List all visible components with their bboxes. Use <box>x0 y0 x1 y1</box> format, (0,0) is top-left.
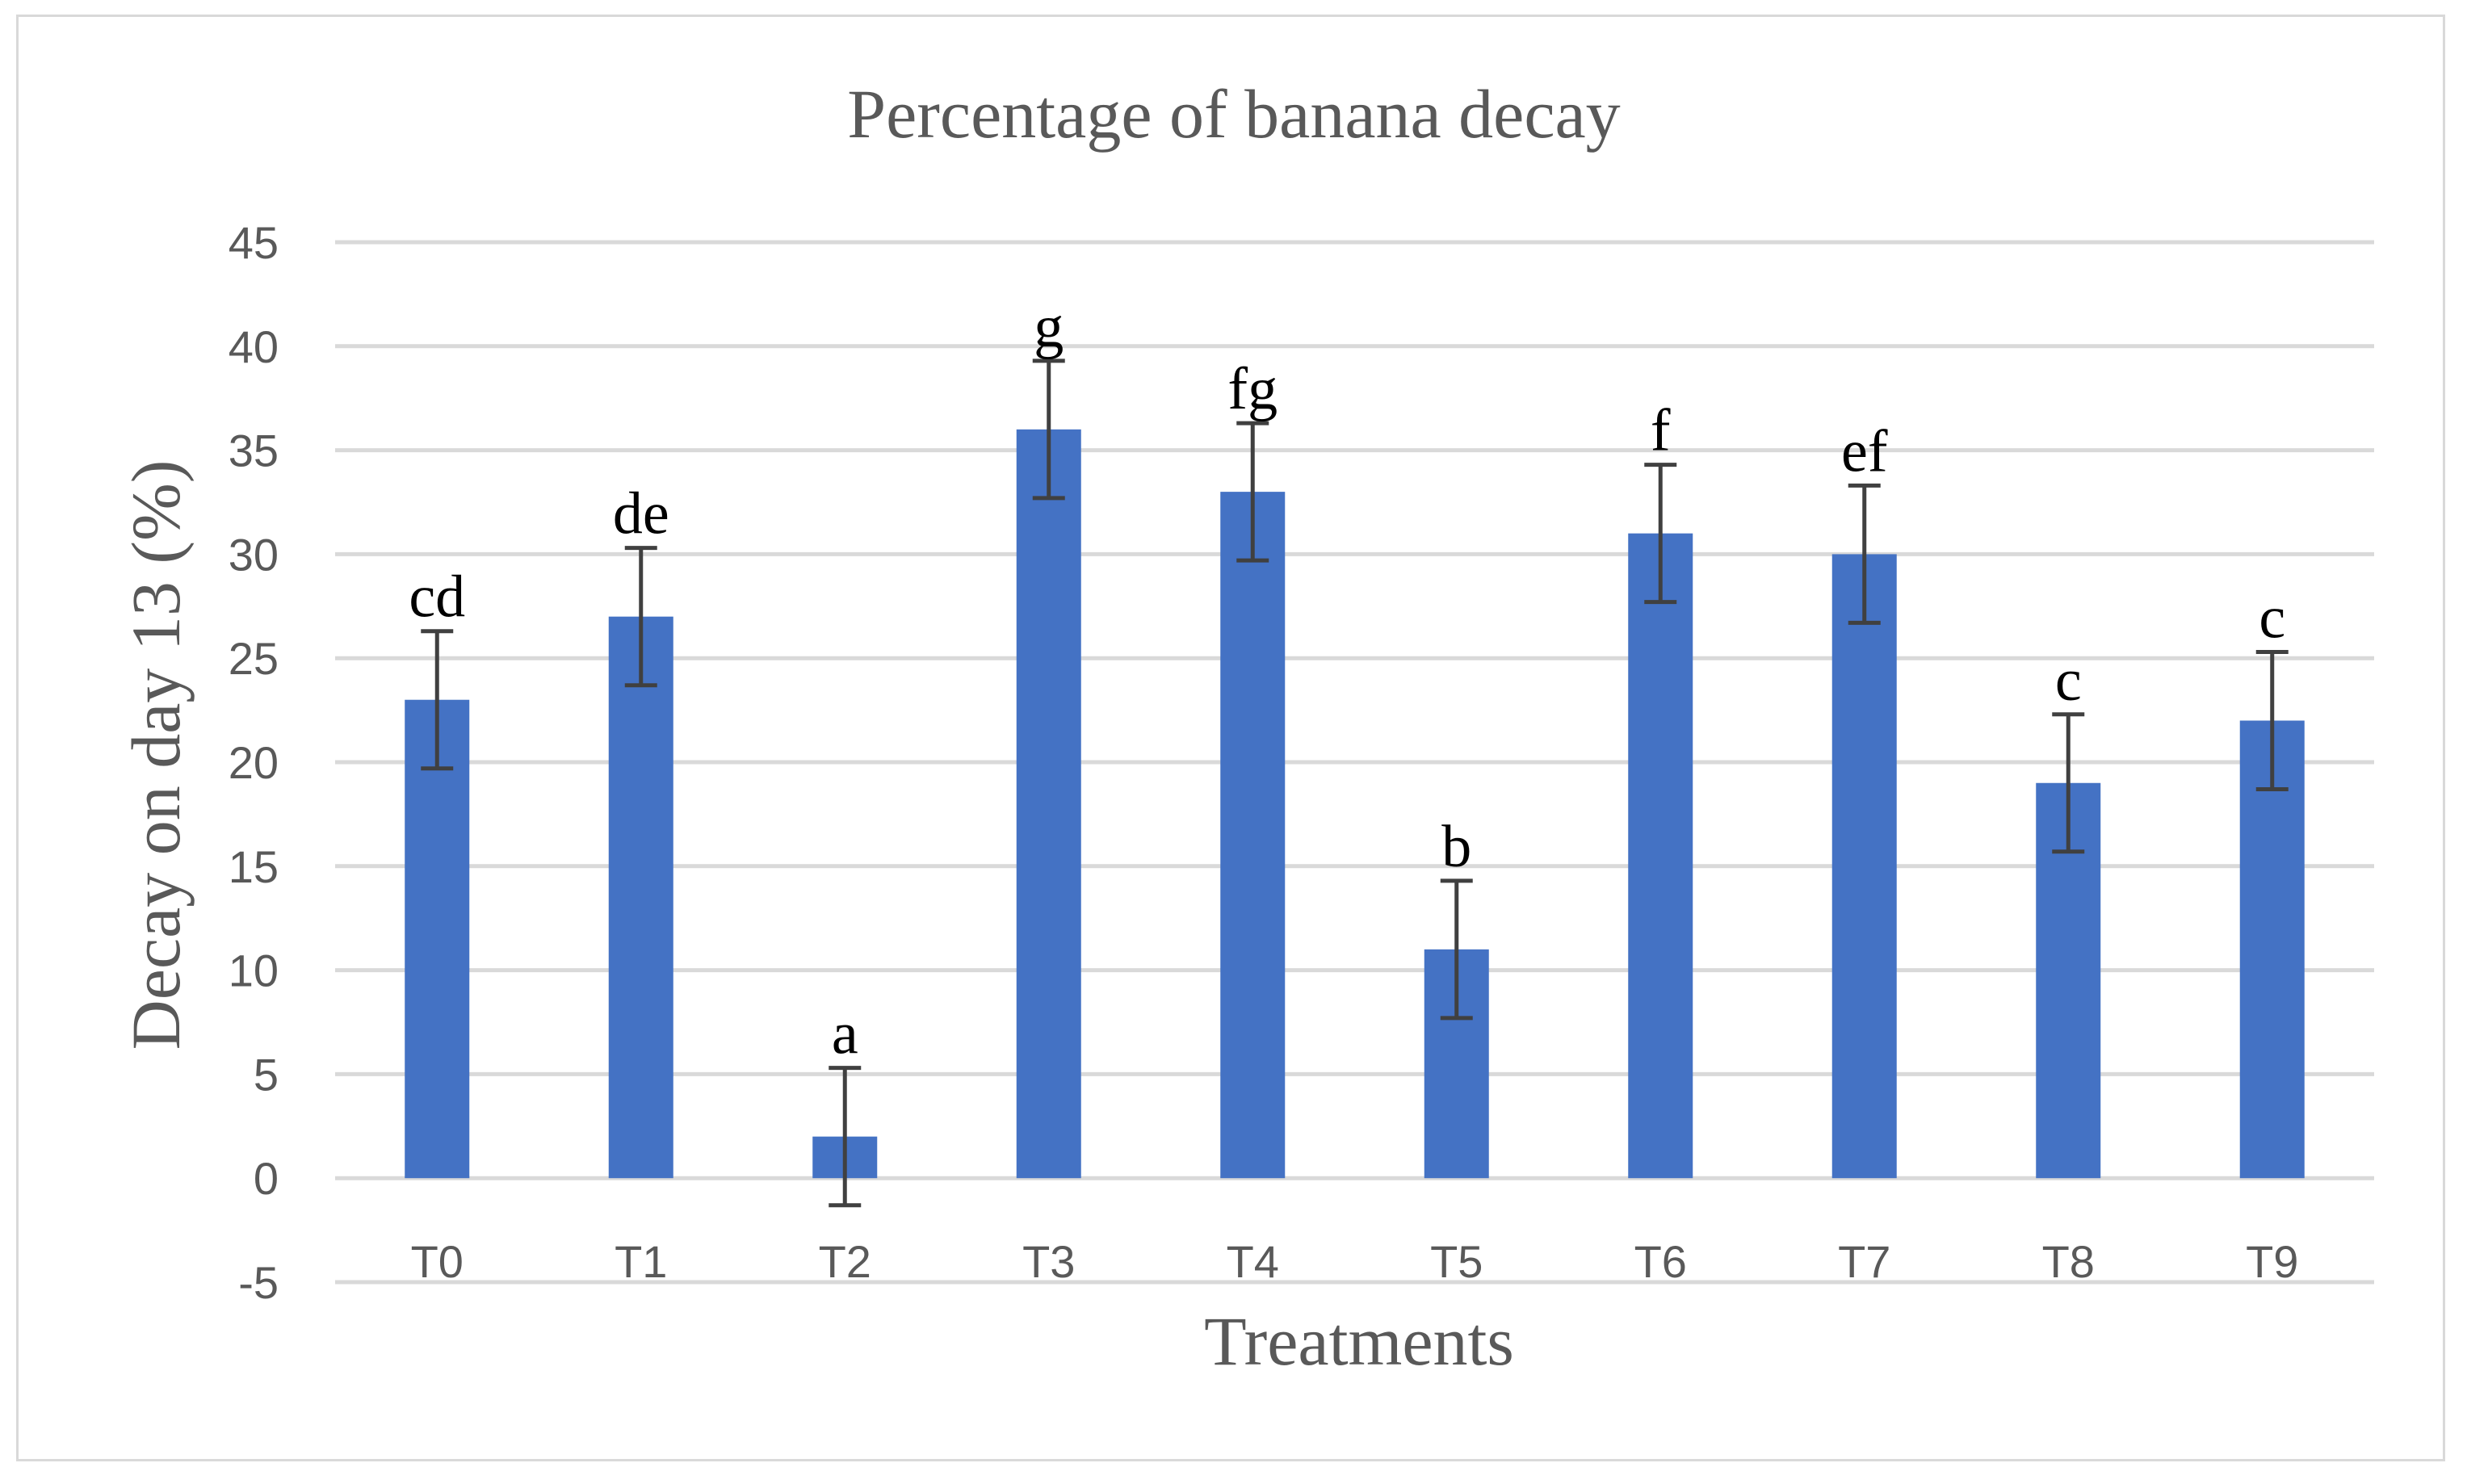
y-tick-label: 10 <box>229 945 279 996</box>
bar <box>2239 720 2305 1179</box>
x-tick-label: T5 <box>1430 1236 1483 1287</box>
x-axis-ticks: T0 T1 T2 T3 T4 T5 T6 T7 T8 T9 <box>411 1236 2299 1287</box>
x-tick-label: T0 <box>411 1236 464 1287</box>
significance-letter: fg <box>1227 356 1278 422</box>
bar <box>1220 492 1286 1179</box>
y-tick-label: 0 <box>254 1153 279 1204</box>
y-tick-label: 45 <box>229 217 279 268</box>
chart-title: Percentage of banana decay <box>847 75 1620 153</box>
bar <box>1628 533 1693 1179</box>
significance-letter: g <box>1034 294 1064 360</box>
x-tick-label: T8 <box>2042 1236 2095 1287</box>
x-axis-title: Treatments <box>1204 1302 1514 1380</box>
significance-letter: ef <box>1841 418 1888 484</box>
x-tick-label: T6 <box>1634 1236 1687 1287</box>
y-tick-label: 35 <box>229 425 279 476</box>
y-axis-ticks: -5 0 5 10 15 20 25 30 35 40 45 <box>229 217 279 1308</box>
significance-letter: c <box>2055 648 2082 714</box>
y-tick-label: 5 <box>254 1049 279 1100</box>
bars <box>405 429 2305 1179</box>
y-tick-label: 30 <box>229 529 279 580</box>
y-tick-label: 40 <box>229 321 279 372</box>
x-tick-label: T2 <box>819 1236 871 1287</box>
bar <box>1831 554 1897 1179</box>
y-tick-label: 25 <box>229 633 279 684</box>
bar <box>608 616 673 1179</box>
x-tick-label: T7 <box>1838 1236 1890 1287</box>
significance-letter: c <box>2259 585 2285 651</box>
bar <box>1016 429 1081 1179</box>
significance-letter: de <box>613 481 669 547</box>
bar <box>405 699 470 1179</box>
x-tick-label: T3 <box>1022 1236 1075 1287</box>
gridlines <box>335 240 2374 1285</box>
y-tick-label: 15 <box>229 841 279 892</box>
y-tick-label: 20 <box>229 737 279 788</box>
y-axis-title: Decay on day 13 (%) <box>117 460 195 1050</box>
significance-letter: cd <box>409 564 465 631</box>
x-tick-label: T4 <box>1227 1236 1279 1287</box>
significance-letter: a <box>832 1001 858 1067</box>
significance-letter: b <box>1441 814 1471 880</box>
x-tick-label: T1 <box>615 1236 667 1287</box>
significance-letters: cd de a g fg b f ef c c <box>409 294 2285 1067</box>
y-tick-label: -5 <box>238 1257 279 1308</box>
error-bars <box>421 358 2289 1208</box>
x-tick-label: T9 <box>2246 1236 2298 1287</box>
significance-letter: f <box>1651 398 1671 464</box>
